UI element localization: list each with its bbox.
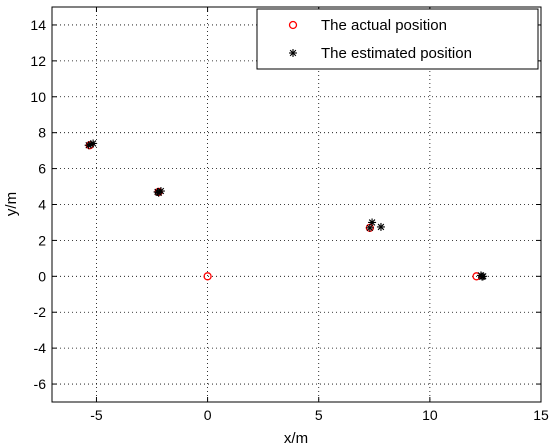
x-tick-label: 0	[204, 407, 212, 423]
y-tick-label: 0	[38, 268, 46, 284]
x-tick-label: 5	[315, 407, 323, 423]
tick-labels: -5 0 5 10 15 -6 -4 -2 0 2 4 6 8 10 12 14	[30, 17, 549, 423]
plot-frame	[51, 6, 542, 403]
data-marks	[84, 139, 488, 281]
y-tick-label: -4	[34, 340, 47, 356]
legend-label-estimated: The estimated position	[321, 45, 472, 62]
estimated-position-point	[365, 223, 374, 232]
estimated-position-point	[478, 272, 487, 281]
legend-marker-estimated	[289, 49, 297, 57]
series-1	[84, 139, 488, 281]
x-tick-label: 15	[533, 407, 549, 423]
actual-position-point	[203, 272, 212, 281]
x-axis-label: x/m	[284, 430, 308, 447]
x-tick-label: -5	[90, 407, 103, 423]
legend-star-marker	[289, 49, 297, 57]
legend-marker-actual	[288, 20, 298, 30]
estimated-position-point	[154, 188, 163, 197]
y-tick-label: 6	[38, 161, 46, 177]
y-tick-label: 8	[38, 125, 46, 141]
y-tick-label: 14	[30, 17, 46, 33]
legend-label-actual: The actual position	[321, 17, 447, 34]
y-axis-label: y/m	[3, 192, 20, 216]
estimated-position-point	[376, 222, 385, 231]
y-tick-label: 2	[38, 232, 46, 248]
x-tick-label: 10	[422, 407, 438, 423]
y-tick-label: -2	[34, 304, 47, 320]
estimated-position-point	[86, 140, 95, 149]
y-tick-label: 10	[30, 89, 46, 105]
y-tick-label: -6	[34, 376, 47, 392]
y-tick-label: 4	[38, 197, 46, 213]
legend-box	[256, 8, 539, 70]
y-tick-label: 12	[30, 53, 46, 69]
legend-circle-marker	[288, 20, 298, 30]
legend: The actual position The estimated positi…	[256, 8, 539, 70]
